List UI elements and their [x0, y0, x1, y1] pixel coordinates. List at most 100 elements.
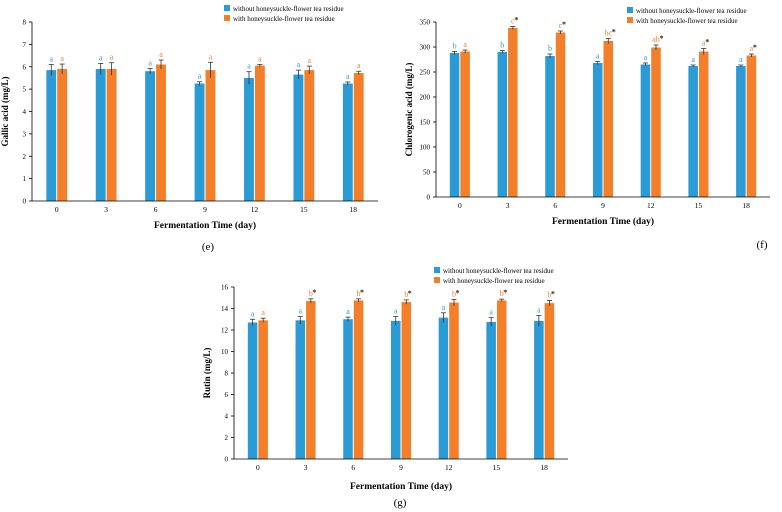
- significance-letter: a: [159, 50, 163, 59]
- bar: [651, 47, 661, 197]
- bar: [736, 66, 746, 197]
- y-tick-label: 12: [221, 327, 229, 335]
- legend-label: without honeysuckle-flower tea residue: [443, 267, 554, 275]
- significance-letter: b: [357, 289, 361, 298]
- significance-star: *: [408, 289, 412, 298]
- legend-swatch: [627, 7, 633, 13]
- y-tick-label: 250: [420, 69, 431, 77]
- bar: [295, 320, 306, 459]
- legend-label: without honeysuckle-flower tea residue: [636, 7, 747, 15]
- significance-letter: c: [511, 17, 515, 26]
- bar: [156, 64, 166, 201]
- bar: [46, 70, 57, 201]
- significance-letter: a: [442, 303, 446, 312]
- significance-star: *: [503, 288, 507, 297]
- significance-letter: a: [308, 56, 312, 65]
- bar: [306, 300, 316, 459]
- x-axis-title: Fermentation Time (day): [154, 220, 256, 231]
- x-tick-label: 0: [458, 201, 462, 210]
- bar: [106, 68, 117, 201]
- x-tick-label: 6: [351, 463, 355, 472]
- legend-swatch: [627, 17, 633, 23]
- y-tick-label: 6: [23, 63, 27, 71]
- bar: [145, 71, 156, 201]
- bar: [353, 300, 364, 459]
- panel-label: (e): [202, 241, 215, 253]
- significance-letter: a: [346, 72, 350, 81]
- significance-letter: a: [489, 308, 493, 317]
- bar: [293, 74, 304, 201]
- y-tick-label: 0: [427, 194, 431, 202]
- significance-letter: a: [258, 55, 262, 64]
- bar: [401, 302, 412, 459]
- significance-letter: a: [247, 62, 251, 71]
- significance-letter: a: [596, 52, 600, 61]
- y-tick-label: 7: [23, 41, 27, 49]
- bar: [534, 320, 544, 459]
- x-tick-label: 15: [300, 205, 308, 214]
- legend-label: with honeysuckle-flower tea residue: [443, 277, 545, 285]
- bar: [95, 68, 106, 201]
- significance-letter: a: [394, 307, 398, 316]
- bar: [343, 319, 353, 459]
- y-tick-label: 14: [221, 305, 229, 313]
- significance-letter: a: [537, 305, 541, 314]
- y-tick-label: 5: [23, 86, 27, 94]
- significance-star: *: [659, 34, 663, 43]
- significance-letter: a: [209, 52, 213, 61]
- significance-letter: a: [49, 55, 53, 64]
- bar: [449, 53, 460, 197]
- x-tick-label: 12: [445, 463, 453, 472]
- legend-label: with honeysuckle-flower tea residue: [233, 15, 335, 23]
- significance-star: *: [514, 16, 518, 25]
- x-tick-label: 15: [695, 201, 703, 210]
- legend-swatch: [224, 15, 230, 21]
- bar: [603, 41, 614, 197]
- y-tick-label: 4: [225, 413, 229, 421]
- x-tick-label: 3: [104, 205, 108, 214]
- y-tick-label: 3: [23, 130, 27, 138]
- bar: [205, 70, 216, 201]
- y-tick-label: 2: [23, 153, 27, 161]
- bar: [57, 68, 68, 201]
- bar: [545, 56, 555, 197]
- significance-star: *: [612, 28, 616, 37]
- significance-letter: ab: [652, 35, 660, 44]
- legend-label: with honeysuckle-flower tea residue: [636, 17, 738, 25]
- y-axis-title: Chlorogenic acid (mg/L): [404, 63, 414, 157]
- significance-letter: b: [500, 289, 504, 298]
- y-tick-label: 300: [420, 44, 431, 52]
- y-tick-label: 1: [23, 175, 27, 183]
- significance-star: *: [562, 20, 566, 29]
- x-axis-title: Fermentation Time (day): [552, 216, 654, 227]
- significance-letter: bc: [604, 29, 612, 38]
- significance-letter: a: [148, 59, 152, 68]
- bar: [449, 302, 459, 459]
- panel-label: (g): [394, 497, 407, 509]
- x-tick-label: 6: [553, 201, 557, 210]
- x-tick-label: 3: [506, 201, 510, 210]
- significance-letter: a: [60, 54, 64, 63]
- significance-letter: b: [453, 42, 457, 51]
- bar: [508, 28, 518, 197]
- bar: [698, 51, 709, 197]
- bar: [746, 55, 757, 197]
- bar: [304, 70, 315, 201]
- significance-letter: b: [547, 290, 551, 299]
- legend-swatch: [434, 277, 440, 283]
- significance-letter: a: [251, 309, 255, 318]
- x-tick-label: 18: [742, 201, 750, 210]
- y-tick-label: 4: [23, 108, 27, 116]
- x-tick-label: 0: [256, 463, 260, 472]
- x-tick-label: 0: [55, 205, 59, 214]
- significance-letter: b: [452, 289, 456, 298]
- x-tick-label: 15: [493, 463, 501, 472]
- y-tick-label: 2: [225, 434, 229, 442]
- bar: [438, 317, 449, 459]
- bar: [254, 65, 265, 201]
- significance-letter: c: [559, 21, 563, 30]
- significance-star: *: [360, 288, 364, 297]
